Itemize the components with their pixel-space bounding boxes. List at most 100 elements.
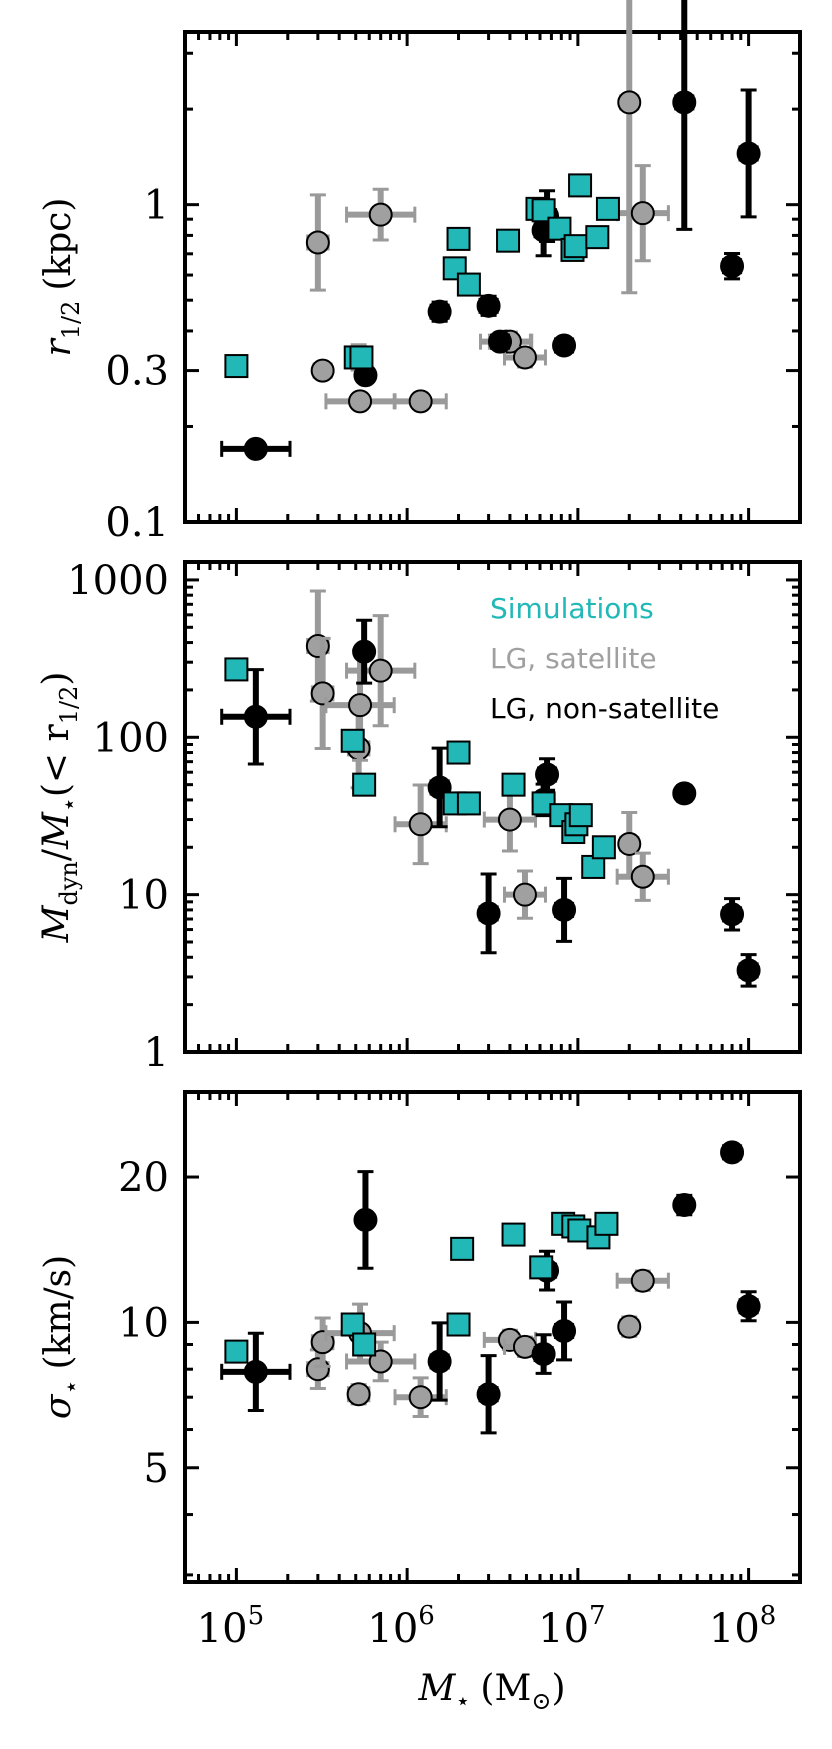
y-tick-label: 1: [144, 1030, 169, 1076]
y-axis-label-bottom-sub: ⋆: [57, 1380, 85, 1395]
panel-top-frame: [183, 30, 802, 524]
y-tick-label: 1000: [67, 558, 169, 604]
satellite-marker: [310, 358, 335, 383]
satellite-marker: [368, 658, 393, 683]
y-axis-label-middle-m1: M: [36, 904, 77, 943]
y-axis-label-middle: Mdyn/M⋆(< r1/2): [36, 672, 83, 944]
satellite-marker: [346, 1382, 371, 1407]
legend-simulations: Simulations: [490, 592, 654, 625]
non-satellite-marker: [535, 762, 560, 787]
y-axis-label-middle-sub2: ⋆: [55, 797, 83, 812]
x-tick-label: 105: [197, 1601, 264, 1652]
simulation-marker: [446, 1312, 471, 1337]
y-axis-label-top-sub: 1/2: [57, 301, 85, 340]
non-satellite-marker: [720, 1140, 745, 1165]
y-tick-label: 10: [118, 873, 169, 919]
satellite-marker: [512, 345, 537, 370]
satellite-marker: [310, 681, 335, 706]
x-axis-label-close: ): [551, 1668, 565, 1709]
non-satellite-marker: [353, 1207, 378, 1232]
simulation-marker: [531, 198, 556, 223]
y-tick-label: 100: [93, 715, 169, 761]
simulation-marker: [585, 225, 610, 250]
simulation-marker: [496, 228, 521, 253]
panel-top: 0.1 0.3 1: [105, 0, 802, 546]
non-satellite-marker: [736, 141, 761, 166]
panel-bottom: 5 10 20: [118, 1090, 802, 1584]
simulation-marker: [446, 740, 471, 765]
y-axis-label-top: r1/2 (kpc): [38, 198, 85, 357]
simulation-marker: [340, 1312, 365, 1337]
simulation-marker: [501, 772, 526, 797]
y-axis-label-middle-paren: (< r: [36, 723, 77, 797]
simulation-marker: [340, 728, 365, 753]
non-satellite-marker: [243, 436, 268, 461]
satellite-marker: [368, 202, 393, 227]
x-tick-label-exp: 5: [248, 1601, 265, 1631]
y-axis-label-top-main: r: [38, 337, 79, 356]
x-tick-label-exp: 8: [760, 1601, 777, 1631]
non-satellite-marker: [352, 639, 377, 664]
simulation-marker: [568, 173, 593, 198]
non-satellite-marker: [672, 1193, 697, 1218]
satellite-marker: [408, 1385, 433, 1410]
y-tick-label: 0.3: [105, 349, 169, 395]
x-axis-label-sub: ⋆: [455, 1687, 470, 1715]
satellite-marker: [408, 812, 433, 837]
satellite-marker: [630, 1268, 655, 1293]
simulation-marker: [595, 196, 620, 221]
non-satellite-marker: [720, 902, 745, 927]
simulation-marker: [224, 354, 249, 379]
simulation-marker: [446, 226, 471, 251]
satellite-marker: [497, 807, 522, 832]
non-satellite-marker: [476, 1382, 501, 1407]
simulation-marker: [529, 1255, 554, 1280]
simulation-marker: [501, 1222, 526, 1247]
x-tick-label-base: 10: [709, 1606, 760, 1652]
y-tick-label: 10: [118, 1300, 169, 1346]
non-satellite-marker: [720, 254, 745, 279]
legend-non-satellite: LG, non-satellite: [490, 692, 719, 725]
y-axis-label-middle-close: ): [36, 672, 77, 686]
non-satellite-marker: [476, 901, 501, 926]
y-axis-label-middle-sub3: 1/2: [55, 686, 83, 725]
x-tick-label-exp: 6: [418, 1601, 435, 1631]
simulation-marker: [349, 345, 374, 370]
x-tick-label-exp: 7: [589, 1601, 606, 1631]
simulation-marker: [591, 835, 616, 860]
satellite-marker: [310, 1330, 335, 1355]
x-tick-label-base: 10: [367, 1606, 418, 1652]
y-tick-label: 20: [118, 1155, 169, 1201]
x-axis-label-unit-sub: ⊙: [531, 1687, 551, 1715]
y-axis-label-middle-sub1: dyn: [55, 861, 83, 905]
satellite-marker: [630, 864, 655, 889]
y-tick-label: 1: [144, 183, 169, 229]
simulation-marker: [568, 803, 593, 828]
legend: Simulations LG, satellite LG, non-satell…: [490, 592, 719, 725]
simulation-marker: [594, 1211, 619, 1236]
non-satellite-marker: [243, 704, 268, 729]
x-axis-label-main: M: [418, 1668, 457, 1709]
simulation-marker: [224, 1339, 249, 1364]
non-satellite-marker: [736, 1294, 761, 1319]
simulation-marker: [224, 657, 249, 682]
non-satellite-marker: [243, 1359, 268, 1384]
y-tick-label: 0.1: [105, 500, 169, 546]
panel-bottom-frame: [183, 1090, 802, 1584]
x-axis-label-unit: (M: [480, 1668, 531, 1709]
non-satellite-marker: [427, 299, 452, 324]
satellite-marker: [305, 230, 330, 255]
non-satellite-marker: [552, 1318, 577, 1343]
simulation-marker: [352, 1332, 377, 1357]
satellite-marker: [348, 693, 373, 718]
x-tick-label-base: 10: [197, 1606, 248, 1652]
x-tick-label: 106: [367, 1601, 434, 1652]
x-axis-label: M⋆ (M⊙): [418, 1668, 566, 1715]
y-axis-label-middle-slash: /: [36, 848, 77, 861]
y-axis-label-bottom: σ⋆ (km/s): [38, 1255, 85, 1419]
simulation-marker: [456, 272, 481, 297]
legend-satellite: LG, satellite: [490, 642, 657, 675]
satellite-marker: [630, 201, 655, 226]
satellite-marker: [617, 1314, 642, 1339]
